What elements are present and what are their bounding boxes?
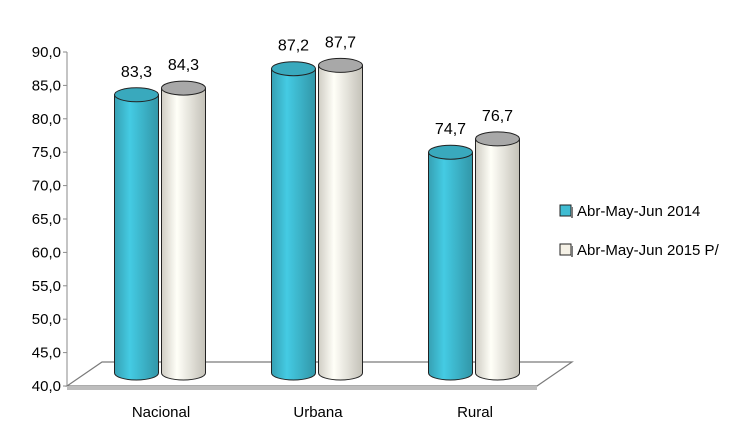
y-axis: 40,0 45,0 50,0 55,0 60,0 65,0 70,0 75,0 80,0 85,0… (32, 44, 68, 395)
x-tick-label: Rural (457, 404, 493, 421)
data-label: 87,2 (278, 38, 309, 55)
data-labels: 83,3 84,3 87,2 87,7 74,7 76,7 (121, 34, 513, 138)
data-label: 83,3 (121, 64, 152, 81)
y-tick-label: 40,0 (32, 378, 61, 395)
bar-top (161, 80, 206, 96)
bar-body (271, 68, 316, 381)
bar-2015-urbana (318, 57, 363, 381)
legend: Abr-May-Jun 2014 Abr-May-Jun 2015 P/ (559, 203, 720, 259)
data-label: 76,7 (482, 108, 513, 125)
bar-body (475, 138, 520, 381)
y-tick-label: 90,0 (32, 44, 61, 61)
bars (114, 57, 520, 381)
legend-swatch-shadow (571, 207, 573, 218)
bar-2015-nacional (161, 80, 206, 381)
floor-edge (67, 386, 537, 390)
y-tick-label: 85,0 (32, 77, 61, 94)
bar-body (318, 64, 363, 381)
y-tick-label: 65,0 (32, 211, 61, 228)
x-tick-label: Urbana (293, 404, 343, 421)
bar-top (271, 61, 316, 77)
legend-item: Abr-May-Jun 2014 (559, 203, 700, 220)
bar-body (428, 151, 473, 381)
legend-swatch-shadow (571, 246, 573, 257)
data-label: 87,7 (325, 34, 356, 51)
bar-top (428, 144, 473, 160)
bar-top (318, 57, 363, 73)
bar-2014-rural (428, 144, 473, 381)
data-label: 74,7 (435, 121, 466, 138)
bar-2015-rural (475, 131, 520, 381)
data-label: 84,3 (168, 57, 199, 74)
y-tick-label: 70,0 (32, 178, 61, 195)
y-tick-label: 60,0 (32, 244, 61, 261)
legend-label: Abr-May-Jun 2014 (577, 203, 700, 220)
y-tick-label: 75,0 (32, 144, 61, 161)
legend-label: Abr-May-Jun 2015 P/ (577, 242, 720, 259)
legend-swatch (559, 243, 572, 256)
y-tick-label: 45,0 (32, 345, 61, 362)
legend-item: Abr-May-Jun 2015 P/ (559, 242, 720, 259)
y-tick-label: 50,0 (32, 311, 61, 328)
legend-swatch (559, 204, 572, 217)
y-tick-label: 55,0 (32, 278, 61, 295)
bar-body (114, 94, 159, 381)
x-axis: Nacional Urbana Rural (132, 404, 493, 421)
bar-2014-urbana (271, 61, 316, 381)
y-tick-label: 80,0 (32, 111, 61, 128)
x-tick-label: Nacional (132, 404, 190, 421)
bar-body (161, 87, 206, 381)
bar-top (114, 87, 159, 103)
bar-top (475, 131, 520, 147)
bar-2014-nacional (114, 87, 159, 381)
